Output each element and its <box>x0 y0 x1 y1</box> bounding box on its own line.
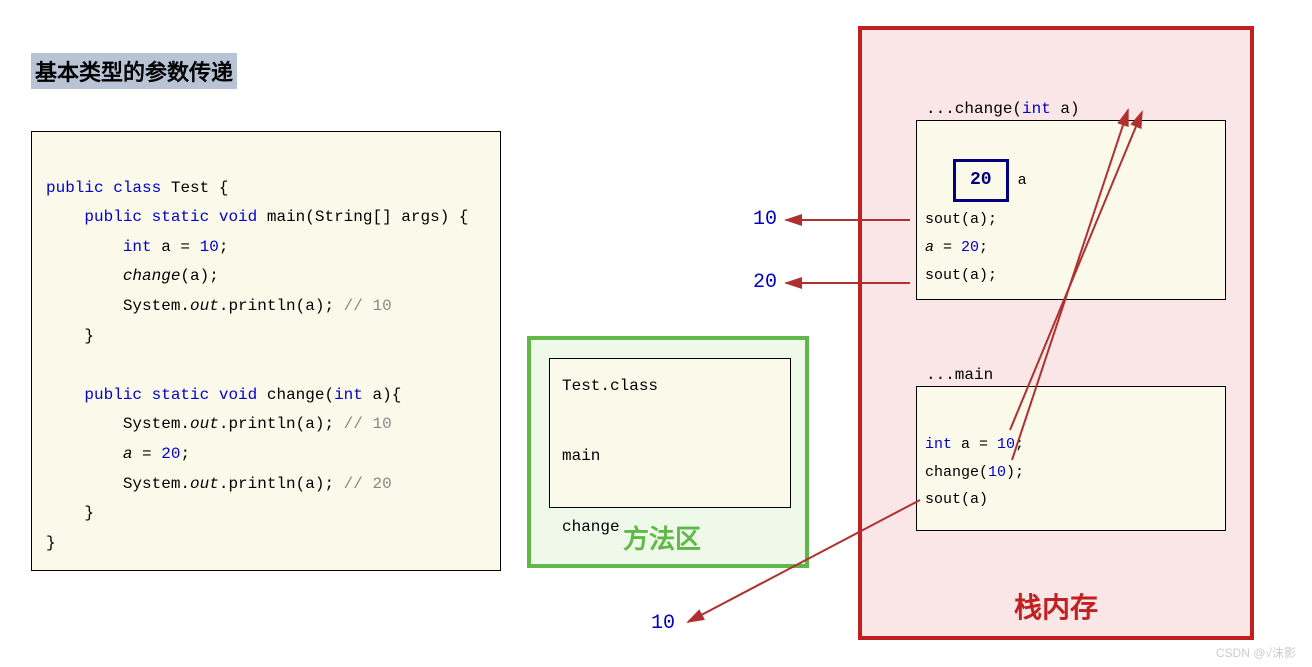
header-text: a) <box>1051 100 1080 118</box>
code-text: System. <box>123 475 190 493</box>
kw-int: int <box>123 238 152 256</box>
frame-main-header: ...main <box>916 362 1226 386</box>
field-out: out <box>190 475 219 493</box>
code-text: (a); <box>180 267 218 285</box>
code-text: = <box>934 239 961 256</box>
stack-label: 栈内存 <box>1014 586 1098 626</box>
code-text: } <box>46 534 56 552</box>
frame-change-body: 20 a sout(a); a = 20; sout(a); <box>916 120 1226 300</box>
field-out: out <box>190 297 219 315</box>
kw-public: public <box>84 208 142 226</box>
field-out: out <box>190 415 219 433</box>
output-10-top: 10 <box>753 208 777 231</box>
kw-static: static <box>152 386 210 404</box>
num-20: 20 <box>961 239 979 256</box>
num-10: 10 <box>988 464 1006 481</box>
code-text: .println(a); <box>219 415 344 433</box>
code-text: } <box>46 327 94 345</box>
kw-static: static <box>152 208 210 226</box>
header-text: ...change( <box>926 100 1022 118</box>
code-text: ); <box>1006 464 1024 481</box>
code-text: ( <box>324 386 334 404</box>
code-text: a = <box>152 238 200 256</box>
num-10: 10 <box>997 436 1015 453</box>
comment: // 20 <box>344 475 392 493</box>
diagram-title: 基本类型的参数传递 <box>31 53 237 89</box>
stack-memory: 栈内存 ...change(int a) 20 asout(a); a = 20… <box>858 26 1254 640</box>
frame-main: ...main int a = 10; change(10); sout(a) <box>916 362 1226 531</box>
output-20: 20 <box>753 271 777 294</box>
value-box: 20 <box>953 159 1009 202</box>
code-text: ; <box>219 238 229 256</box>
frame-change-header: ...change(int a) <box>916 96 1226 120</box>
code-text: .println(a); <box>219 475 344 493</box>
num-10: 10 <box>200 238 219 256</box>
watermark: CSDN @√沫影 <box>1216 644 1296 661</box>
code-text: a){ <box>363 386 401 404</box>
code-text: = <box>132 445 161 463</box>
kw-class: class <box>113 179 161 197</box>
code-text: System. <box>123 297 190 315</box>
code-text: a = <box>952 436 997 453</box>
frame-main-body: int a = 10; change(10); sout(a) <box>916 386 1226 531</box>
var-label: a <box>1018 172 1027 189</box>
kw-int: int <box>334 386 363 404</box>
value-row: 20 a <box>925 159 1217 206</box>
method-area-box: Test.class main change <box>549 358 791 508</box>
code-text: change( <box>925 464 988 481</box>
kw-void: void <box>219 208 257 226</box>
kw-int: int <box>1022 100 1051 118</box>
code-line: sout(a); <box>925 267 997 284</box>
code-text: ; <box>180 445 190 463</box>
var-a: a <box>123 445 133 463</box>
frame-change: ...change(int a) 20 a sout(a); a = 20; so… <box>916 96 1226 300</box>
kw-int: int <box>925 436 952 453</box>
code-text: System. <box>123 415 190 433</box>
code-text: } <box>46 504 94 522</box>
code-text: Test { <box>171 179 229 197</box>
method-change: change <box>267 386 325 404</box>
method-main: main <box>267 208 305 226</box>
kw-void: void <box>219 386 257 404</box>
output-10-bottom: 10 <box>651 612 675 635</box>
code-block: public class Test { public static void m… <box>31 131 501 571</box>
code-line: sout(a); <box>925 211 997 228</box>
comment: // 10 <box>344 297 392 315</box>
code-line: sout(a) <box>925 491 988 508</box>
code-text: ; <box>979 239 988 256</box>
call-change: change <box>123 267 181 285</box>
code-text: ; <box>1015 436 1024 453</box>
method-area-label: 方法区 <box>623 519 701 556</box>
num-20: 20 <box>161 445 180 463</box>
method-area: Test.class main change 方法区 <box>527 336 809 568</box>
comment: // 10 <box>344 415 392 433</box>
kw-public: public <box>46 179 104 197</box>
code-text: (String[] args) { <box>305 208 468 226</box>
code-text: .println(a); <box>219 297 344 315</box>
var-a: a <box>925 239 934 256</box>
kw-public: public <box>84 386 142 404</box>
